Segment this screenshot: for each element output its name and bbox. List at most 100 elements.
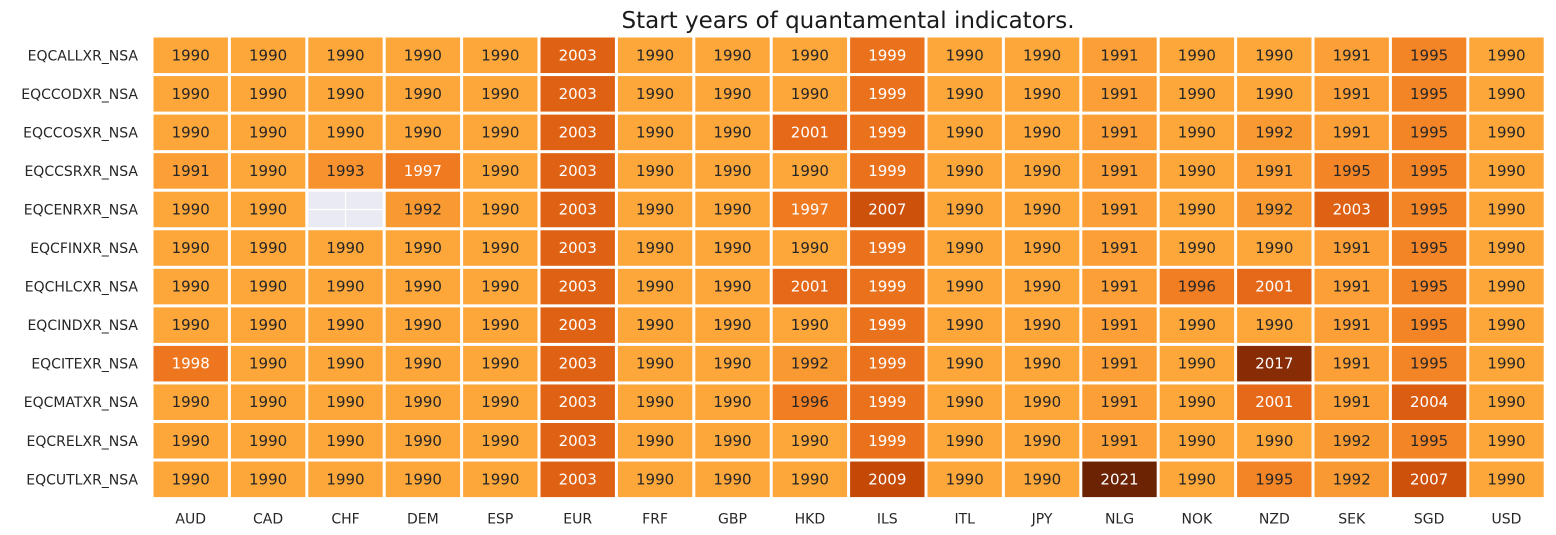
heatmap-cell-rect: [1004, 461, 1080, 498]
heatmap-cell: 1991: [1314, 37, 1389, 74]
heatmap-cell-label: 1990: [249, 200, 287, 218]
heatmap-cell-rect: [617, 153, 693, 189]
heatmap-cell-label: 1991: [1100, 355, 1138, 373]
heatmap-cell: 1990: [695, 76, 770, 112]
heatmap-cell-rect: [927, 37, 1002, 74]
heatmap-cell: 1991: [1314, 268, 1389, 305]
heatmap-cell: 1995: [1391, 37, 1467, 74]
heatmap-cell-rect: [1004, 153, 1080, 189]
heatmap-cell-rect: [1004, 114, 1080, 151]
heatmap-cell: 1990: [1004, 423, 1080, 459]
heatmap-cell: 1992: [385, 191, 461, 228]
heatmap-cell: 2003: [540, 191, 615, 228]
heatmap-cell-label: 1992: [791, 355, 829, 373]
heatmap-cell-rect: [695, 230, 770, 266]
heatmap-cell-label: 1990: [1023, 393, 1061, 411]
heatmap-cell-label: 1990: [791, 316, 829, 334]
heatmap-cell: 1990: [617, 114, 693, 151]
heatmap-cell-rect: [1082, 114, 1157, 151]
heatmap-cell-rect: [1082, 345, 1157, 382]
heatmap-cell: 1990: [695, 191, 770, 228]
heatmap-cell: 1991: [1314, 230, 1389, 266]
heatmap-cell-label: 1990: [1023, 85, 1061, 103]
heatmap-cell-rect: [1391, 384, 1467, 420]
heatmap-cell-label: 1990: [172, 46, 210, 64]
heatmap-cell-rect: [230, 307, 306, 343]
heatmap-cell-rect: [695, 268, 770, 305]
heatmap-cell-rect: [540, 191, 615, 228]
heatmap-cell-rect: [1391, 114, 1467, 151]
heatmap-cell: 1997: [772, 191, 848, 228]
heatmap-cell-label: 1995: [1410, 239, 1448, 257]
heatmap-cell-label: 1991: [1255, 162, 1293, 180]
heatmap-cell: 1990: [772, 153, 848, 189]
heatmap-cell-rect: [1237, 461, 1312, 498]
heatmap-cell: 1990: [1469, 384, 1544, 420]
heatmap-cell: 1990: [1004, 153, 1080, 189]
heatmap-cell: 1990: [1004, 307, 1080, 343]
heatmap-cell-label: 1990: [713, 316, 751, 334]
heatmap-cell-label: 2003: [559, 393, 597, 411]
heatmap-cell-rect: [1237, 423, 1312, 459]
heatmap-cell-rect: [1082, 37, 1157, 74]
column-label: FRF: [642, 512, 668, 528]
heatmap-cell-rect: [695, 114, 770, 151]
heatmap-cell-rect: [1004, 384, 1080, 420]
heatmap-cell: 1991: [1237, 153, 1312, 189]
column-labels: AUD CAD CHF DEM ESP EUR FRF GBP HKD ILS ITL JPY NLG N…: [175, 512, 1521, 528]
heatmap-cell: 1990: [463, 191, 538, 228]
heatmap-cell: 1990: [1004, 114, 1080, 151]
heatmap-cell-label: 1990: [1487, 46, 1525, 64]
heatmap-cell: 1990: [1159, 37, 1235, 74]
heatmap-cell-rect: [1159, 191, 1235, 228]
heatmap-cell: 1990: [153, 230, 228, 266]
heatmap-cell-rect: [1004, 37, 1080, 74]
heatmap-cell-label: 1990: [1255, 239, 1293, 257]
heatmap-cell-label: 1990: [713, 432, 751, 450]
heatmap-cell-label: 1990: [1178, 432, 1216, 450]
heatmap-cell-label: 1990: [172, 432, 210, 450]
heatmap-cell: 1990: [695, 307, 770, 343]
heatmap-cell: 1990: [308, 37, 383, 74]
heatmap-cell-label: 2007: [868, 200, 906, 218]
heatmap-cell: 1991: [1314, 345, 1389, 382]
heatmap-cell-rect: [1082, 268, 1157, 305]
heatmap-cell-rect: [540, 345, 615, 382]
heatmap-cell-label: 1990: [172, 85, 210, 103]
heatmap-cell: 1990: [695, 384, 770, 420]
heatmap-cell: 1990: [308, 230, 383, 266]
heatmap-cell: 1990: [463, 76, 538, 112]
heatmap-cell-label: 1990: [1178, 123, 1216, 141]
heatmap-cell-label: 1990: [946, 278, 984, 296]
row-label: EQCINDXR_NSA: [27, 318, 138, 334]
heatmap-cell-label: 1991: [1333, 46, 1371, 64]
heatmap-cell: 1990: [153, 268, 228, 305]
heatmap-cell-label: 1995: [1410, 85, 1448, 103]
heatmap-cells: 1990 1990 1990 1990 1990 2003 1990 1990 1990 1999…: [153, 37, 1544, 498]
heatmap-cell-label: 1999: [868, 278, 906, 296]
heatmap-cell: 1990: [772, 423, 848, 459]
heatmap-cell-label: 2003: [559, 432, 597, 450]
heatmap-cell-rect: [230, 461, 306, 498]
heatmap-cell-rect: [1391, 153, 1467, 189]
heatmap-cell-label: 1991: [1100, 393, 1138, 411]
heatmap-cell: 1990: [772, 76, 848, 112]
heatmap-cell: 2021: [1082, 461, 1157, 498]
heatmap-cell-rect: [695, 461, 770, 498]
heatmap-cell-rect: [153, 461, 228, 498]
heatmap-cell-label: 1990: [326, 278, 364, 296]
heatmap-cell: 1990: [463, 114, 538, 151]
heatmap-cell: 1991: [1082, 153, 1157, 189]
column-label: USD: [1492, 512, 1522, 528]
heatmap-cell-label: 1990: [1178, 200, 1216, 218]
heatmap-cell: 2003: [540, 37, 615, 74]
heatmap-cell-label: 2003: [559, 316, 597, 334]
heatmap-cell-rect: [772, 384, 848, 420]
heatmap-cell: 1990: [1004, 230, 1080, 266]
heatmap-cell-label: 1990: [791, 470, 829, 488]
heatmap-cell-label: 1990: [172, 316, 210, 334]
heatmap-cell-rect: [385, 423, 461, 459]
heatmap-cell: 1991: [1082, 307, 1157, 343]
heatmap-cell-rect: [308, 37, 383, 74]
heatmap-cell-label: 1991: [1333, 278, 1371, 296]
